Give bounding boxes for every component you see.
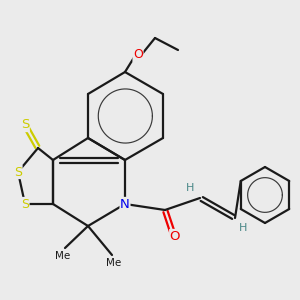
Text: Me: Me [106,258,122,268]
Text: S: S [14,166,22,178]
Text: S: S [21,118,29,131]
Text: S: S [21,197,29,211]
Text: O: O [170,230,180,242]
Text: O: O [133,49,143,62]
Text: Me: Me [56,251,70,261]
Text: H: H [186,183,194,193]
Text: H: H [239,223,247,233]
Text: N: N [120,197,130,211]
